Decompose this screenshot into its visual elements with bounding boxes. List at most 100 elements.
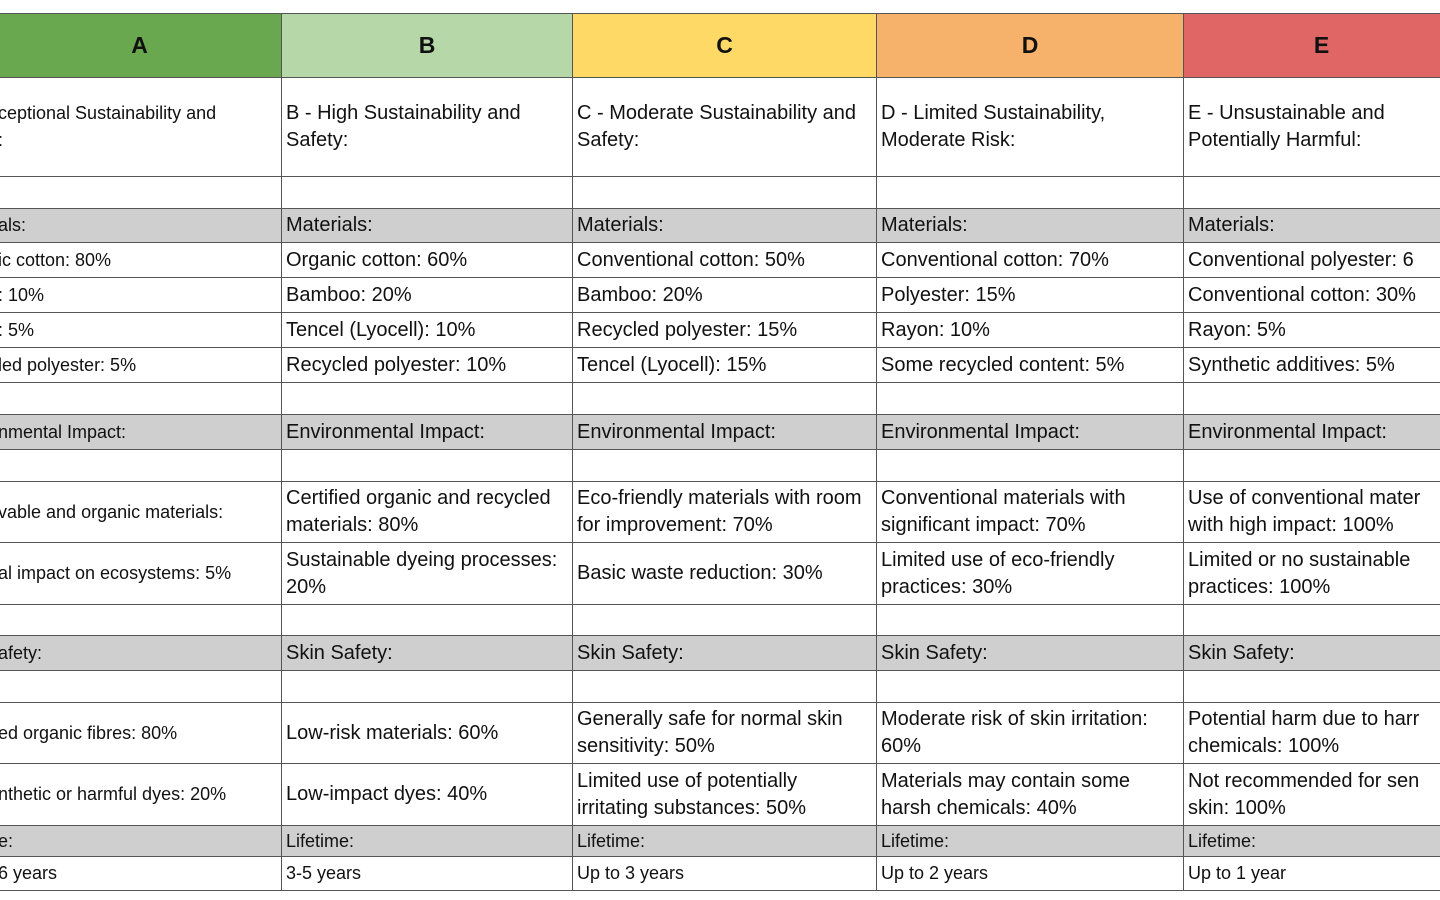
section-cell: Skin Safety: (877, 636, 1184, 671)
cell: Conventional materials with significant … (877, 482, 1184, 543)
cell: Certified organic and recycled materials… (282, 482, 573, 543)
empty-cell (877, 383, 1184, 415)
cell: led polyester: 5% (0, 348, 282, 383)
cell: 3-5 years (282, 857, 573, 891)
section-cell: Lifetime: (877, 826, 1184, 857)
empty-cell (573, 605, 877, 636)
cell: Rayon: 5% (1184, 313, 1440, 348)
section-cell: Materials: (1184, 209, 1440, 243)
column-header: A (0, 14, 282, 78)
section-cell: Environmental Impact: (282, 415, 573, 450)
empty-cell (0, 383, 282, 415)
cell: Materials may contain some harsh chemica… (877, 764, 1184, 826)
empty-cell (1184, 671, 1440, 703)
cell: al impact on ecosystems: 5% (0, 543, 282, 605)
cell: ed organic fibres: 80% (0, 703, 282, 764)
cell: Conventional polyester: 6 (1184, 243, 1440, 278)
empty-cell (0, 605, 282, 636)
empty-cell (573, 450, 877, 482)
empty-cell (282, 671, 573, 703)
empty-cell (877, 177, 1184, 209)
cell: Some recycled content: 5% (877, 348, 1184, 383)
cell: Up to 2 years (877, 857, 1184, 891)
section-cell: Materials: (877, 209, 1184, 243)
cell: Moderate risk of skin irritation: 60% (877, 703, 1184, 764)
cell: E - Unsustainable and Potentially Harmfu… (1184, 78, 1440, 177)
cell: Conventional cotton: 30% (1184, 278, 1440, 313)
empty-cell (1184, 177, 1440, 209)
section-cell: afety: (0, 636, 282, 671)
empty-cell (1184, 450, 1440, 482)
cell: vable and organic materials: (0, 482, 282, 543)
cell: : 5% (0, 313, 282, 348)
cell: Recycled polyester: 15% (573, 313, 877, 348)
cell: Sustainable dyeing processes: 20% (282, 543, 573, 605)
cell: Potential harm due to harr chemicals: 10… (1184, 703, 1440, 764)
cell: Low-risk materials: 60% (282, 703, 573, 764)
cell: 6 years (0, 857, 282, 891)
empty-cell (1184, 383, 1440, 415)
section-cell: Lifetime: (282, 826, 573, 857)
column-header: D (877, 14, 1184, 78)
section-cell: Environmental Impact: (573, 415, 877, 450)
empty-cell (282, 383, 573, 415)
cell: Synthetic additives: 5% (1184, 348, 1440, 383)
cell: Low-impact dyes: 40% (282, 764, 573, 826)
empty-cell (573, 671, 877, 703)
cell: ic cotton: 80% (0, 243, 282, 278)
empty-cell (573, 383, 877, 415)
empty-cell (877, 450, 1184, 482)
cell: Not recommended for sen skin: 100% (1184, 764, 1440, 826)
empty-cell (282, 450, 573, 482)
empty-cell (877, 671, 1184, 703)
section-cell: Skin Safety: (1184, 636, 1440, 671)
section-cell: Environmental Impact: (1184, 415, 1440, 450)
cell: Rayon: 10% (877, 313, 1184, 348)
empty-cell (0, 450, 282, 482)
top-border (0, 13, 1440, 14)
column-header: C (573, 14, 877, 78)
empty-cell (0, 177, 282, 209)
cell: D - Limited Sustainability, Moderate Ris… (877, 78, 1184, 177)
section-cell: e: (0, 826, 282, 857)
cell: Eco-friendly materials with room for imp… (573, 482, 877, 543)
cell: Up to 3 years (573, 857, 877, 891)
cell: Organic cotton: 60% (282, 243, 573, 278)
cell: Up to 1 year (1184, 857, 1440, 891)
cell: C - Moderate Sustainability and Safety: (573, 78, 877, 177)
cell: Tencel (Lyocell): 15% (573, 348, 877, 383)
section-cell: Materials: (282, 209, 573, 243)
cell: Conventional cotton: 70% (877, 243, 1184, 278)
column-header: E (1184, 14, 1440, 78)
empty-cell (1184, 605, 1440, 636)
cell: nthetic or harmful dyes: 20% (0, 764, 282, 826)
cell: Basic waste reduction: 30% (573, 543, 877, 605)
cell: Tencel (Lyocell): 10% (282, 313, 573, 348)
section-cell: Environmental Impact: (877, 415, 1184, 450)
section-cell: nmental Impact: (0, 415, 282, 450)
cell: Bamboo: 20% (573, 278, 877, 313)
section-cell: Skin Safety: (282, 636, 573, 671)
section-cell: Lifetime: (573, 826, 877, 857)
section-cell: Skin Safety: (573, 636, 877, 671)
section-cell: als: (0, 209, 282, 243)
cell: Use of conventional mater with high impa… (1184, 482, 1440, 543)
empty-cell (282, 177, 573, 209)
cell: Limited use of eco-friendly practices: 3… (877, 543, 1184, 605)
cell: ceptional Sustainability and : (0, 78, 282, 177)
empty-cell (0, 671, 282, 703)
cell: Recycled polyester: 10% (282, 348, 573, 383)
cell: Limited use of potentially irritating su… (573, 764, 877, 826)
section-cell: Materials: (573, 209, 877, 243)
cell: Conventional cotton: 50% (573, 243, 877, 278)
cell: B - High Sustainability and Safety: (282, 78, 573, 177)
cell: Limited or no sustainable practices: 100… (1184, 543, 1440, 605)
cell: Polyester: 15% (877, 278, 1184, 313)
cell: : 10% (0, 278, 282, 313)
cell: Generally safe for normal skin sensitivi… (573, 703, 877, 764)
section-cell: Lifetime: (1184, 826, 1440, 857)
cell: Bamboo: 20% (282, 278, 573, 313)
empty-cell (877, 605, 1184, 636)
empty-cell (573, 177, 877, 209)
